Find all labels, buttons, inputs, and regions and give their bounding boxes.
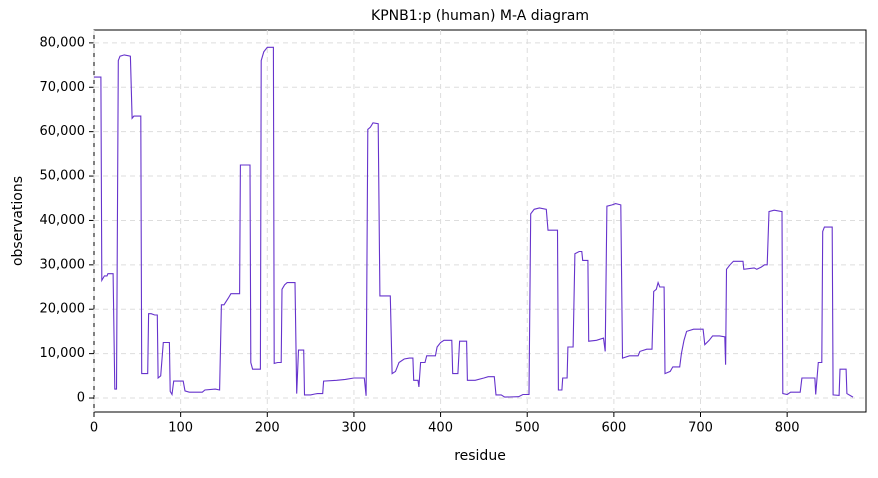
y-tick-label: 40,000 [40,213,86,228]
y-tick-label: 30,000 [40,257,86,272]
y-axis-label: observations [10,176,26,266]
x-tick-label: 400 [428,421,453,436]
x-tick-label: 700 [688,421,713,436]
y-tick-label: 80,000 [40,35,86,50]
chart-title: KPNB1:p (human) M-A diagram [371,8,589,24]
x-tick-label: 200 [255,421,280,436]
x-tick-label: 300 [342,421,367,436]
y-tick-label: 20,000 [40,302,86,317]
y-tick-label: 0 [77,391,85,406]
x-tick-label: 500 [515,421,540,436]
x-tick-label: 800 [775,421,800,436]
y-tick-label: 70,000 [40,80,86,95]
y-tick-label: 50,000 [40,169,86,184]
x-tick-label: 0 [90,421,98,436]
x-axis-label: residue [454,448,506,464]
data-line [94,46,854,398]
y-tick-label: 10,000 [40,346,86,361]
x-tick-label: 100 [168,421,193,436]
plot-frame [93,29,867,413]
y-tick-label: 60,000 [40,124,86,139]
x-tick-label: 600 [601,421,626,436]
